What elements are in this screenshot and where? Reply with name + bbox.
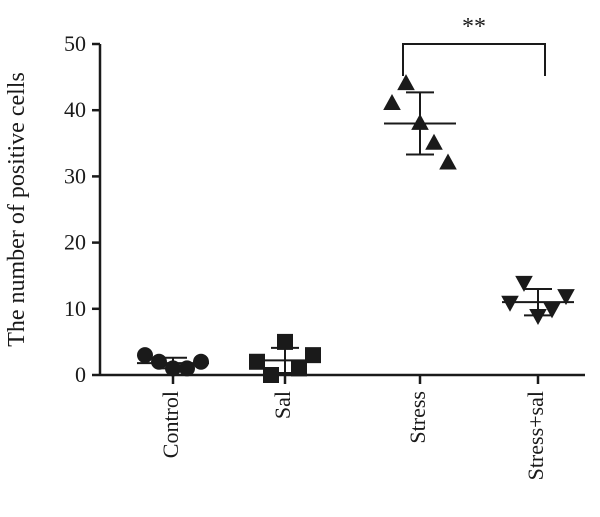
data-point: [179, 360, 195, 377]
data-point: [397, 74, 415, 91]
data-point: [291, 360, 307, 377]
data-point: [501, 295, 519, 312]
data-point: [165, 360, 181, 377]
y-tick-label: 50: [64, 31, 86, 56]
category-label: Stress: [405, 391, 430, 444]
data-point: [249, 353, 265, 370]
data-point: [439, 153, 457, 170]
data-point: [411, 113, 429, 130]
y-tick-label: 0: [75, 362, 86, 387]
y-axis-title: The number of positive cells: [4, 72, 30, 347]
data-point: [193, 353, 209, 370]
significance-bracket: [402, 43, 546, 76]
data-point: [277, 333, 293, 350]
y-tick-label: 20: [64, 230, 86, 255]
data-point: [151, 353, 167, 370]
y-tick-label: 30: [64, 163, 86, 188]
data-point: [529, 309, 547, 326]
category-label: Sal: [270, 391, 295, 419]
data-point: [263, 367, 279, 383]
labels: 0 10 20 30 40 50 The number of positive cells C…: [4, 14, 548, 480]
data-point: [305, 347, 321, 364]
data-point: [543, 302, 561, 319]
data-point: [137, 347, 153, 364]
significance-label: **: [462, 14, 486, 40]
y-tick-label: 40: [64, 97, 86, 122]
category-label: Stress+sal: [523, 391, 548, 480]
category-label: Control: [158, 391, 183, 458]
axes: [92, 42, 585, 384]
data-point: [515, 275, 533, 292]
data-point: [557, 289, 575, 306]
y-tick-label: 10: [64, 296, 86, 321]
data-point: [383, 93, 401, 110]
data-point: [425, 133, 443, 150]
data-marks: [137, 43, 575, 383]
